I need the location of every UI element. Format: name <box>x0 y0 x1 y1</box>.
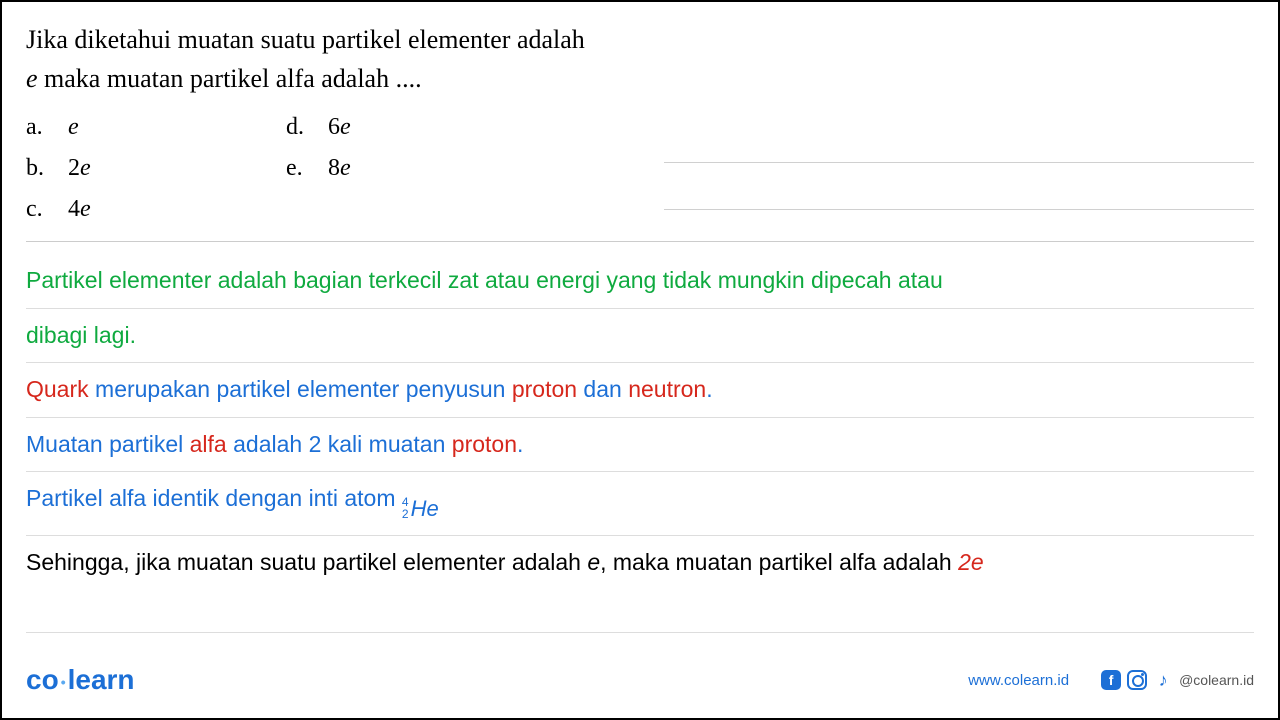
option-b-value: 2e <box>68 155 91 182</box>
option-e-value: 8e <box>328 155 351 182</box>
explanation-block: Partikel elementer adalah bagian terkeci… <box>26 241 1254 589</box>
rule-lines-bg <box>664 162 1254 256</box>
rule-line <box>664 162 1254 163</box>
social-icons: f ♪ @colearn.id <box>1101 670 1254 690</box>
footer: co•learn www.colearn.id f ♪ @colearn.id <box>26 664 1254 696</box>
word-alfa: alfa <box>190 431 227 457</box>
question-text: Jika diketahui muatan suatu partikel ele… <box>26 20 1254 98</box>
explanation-line2: Quark merupakan partikel elementer penyu… <box>26 363 1254 418</box>
option-d: d. 6e <box>286 114 546 141</box>
explanation-line3: Muatan partikel alfa adalah 2 kali muata… <box>26 418 1254 473</box>
word-proton: proton <box>512 376 577 402</box>
social-handle: @colearn.id <box>1179 672 1254 688</box>
word-neutron: neutron <box>628 376 706 402</box>
var-e: e <box>587 549 600 575</box>
option-e-label: e. <box>286 155 306 182</box>
website-url: www.colearn.id <box>968 672 1069 689</box>
question-italic-e: e <box>26 64 38 93</box>
logo: co•learn <box>26 664 135 696</box>
option-a-value: e <box>68 114 79 141</box>
word-quark: Quark <box>26 376 89 402</box>
tiktok-icon: ♪ <box>1153 670 1173 690</box>
element-symbol: He <box>411 492 439 525</box>
isotope-helium: 4 2 He <box>402 492 439 525</box>
instagram-icon <box>1127 670 1147 690</box>
option-c-label: c. <box>26 196 46 223</box>
logo-dot: • <box>59 674 68 690</box>
footer-right: www.colearn.id f ♪ @colearn.id <box>968 670 1254 690</box>
option-b-label: b. <box>26 155 46 182</box>
option-c-value: 4e <box>68 196 91 223</box>
question-line2-rest: maka muatan partikel alfa adalah .... <box>38 64 422 93</box>
word-proton-2: proton <box>452 431 517 457</box>
answer-2e: 2e <box>958 549 984 575</box>
option-d-value: 6e <box>328 114 351 141</box>
option-c: c. 4e <box>26 196 286 223</box>
explanation-line1: Partikel elementer adalah bagian terkeci… <box>26 254 1254 309</box>
explanation-line5: Sehingga, jika muatan suatu partikel ele… <box>26 536 1254 590</box>
option-d-label: d. <box>286 114 306 141</box>
option-a: a. e <box>26 114 286 141</box>
question-line2: e maka muatan partikel alfa adalah .... <box>26 59 1254 98</box>
spacer-line <box>26 593 1254 633</box>
rule-line <box>664 209 1254 210</box>
facebook-icon: f <box>1101 670 1121 690</box>
question-line1: Jika diketahui muatan suatu partikel ele… <box>26 20 1254 59</box>
option-e: e. 8e <box>286 155 546 182</box>
explanation-line1b: dibagi lagi. <box>26 309 1254 364</box>
option-b: b. 2e <box>26 155 286 182</box>
option-a-label: a. <box>26 114 46 141</box>
atomic-number: 2 <box>402 508 409 520</box>
explanation-line4: Partikel alfa identik dengan inti atom 4… <box>26 472 1254 536</box>
